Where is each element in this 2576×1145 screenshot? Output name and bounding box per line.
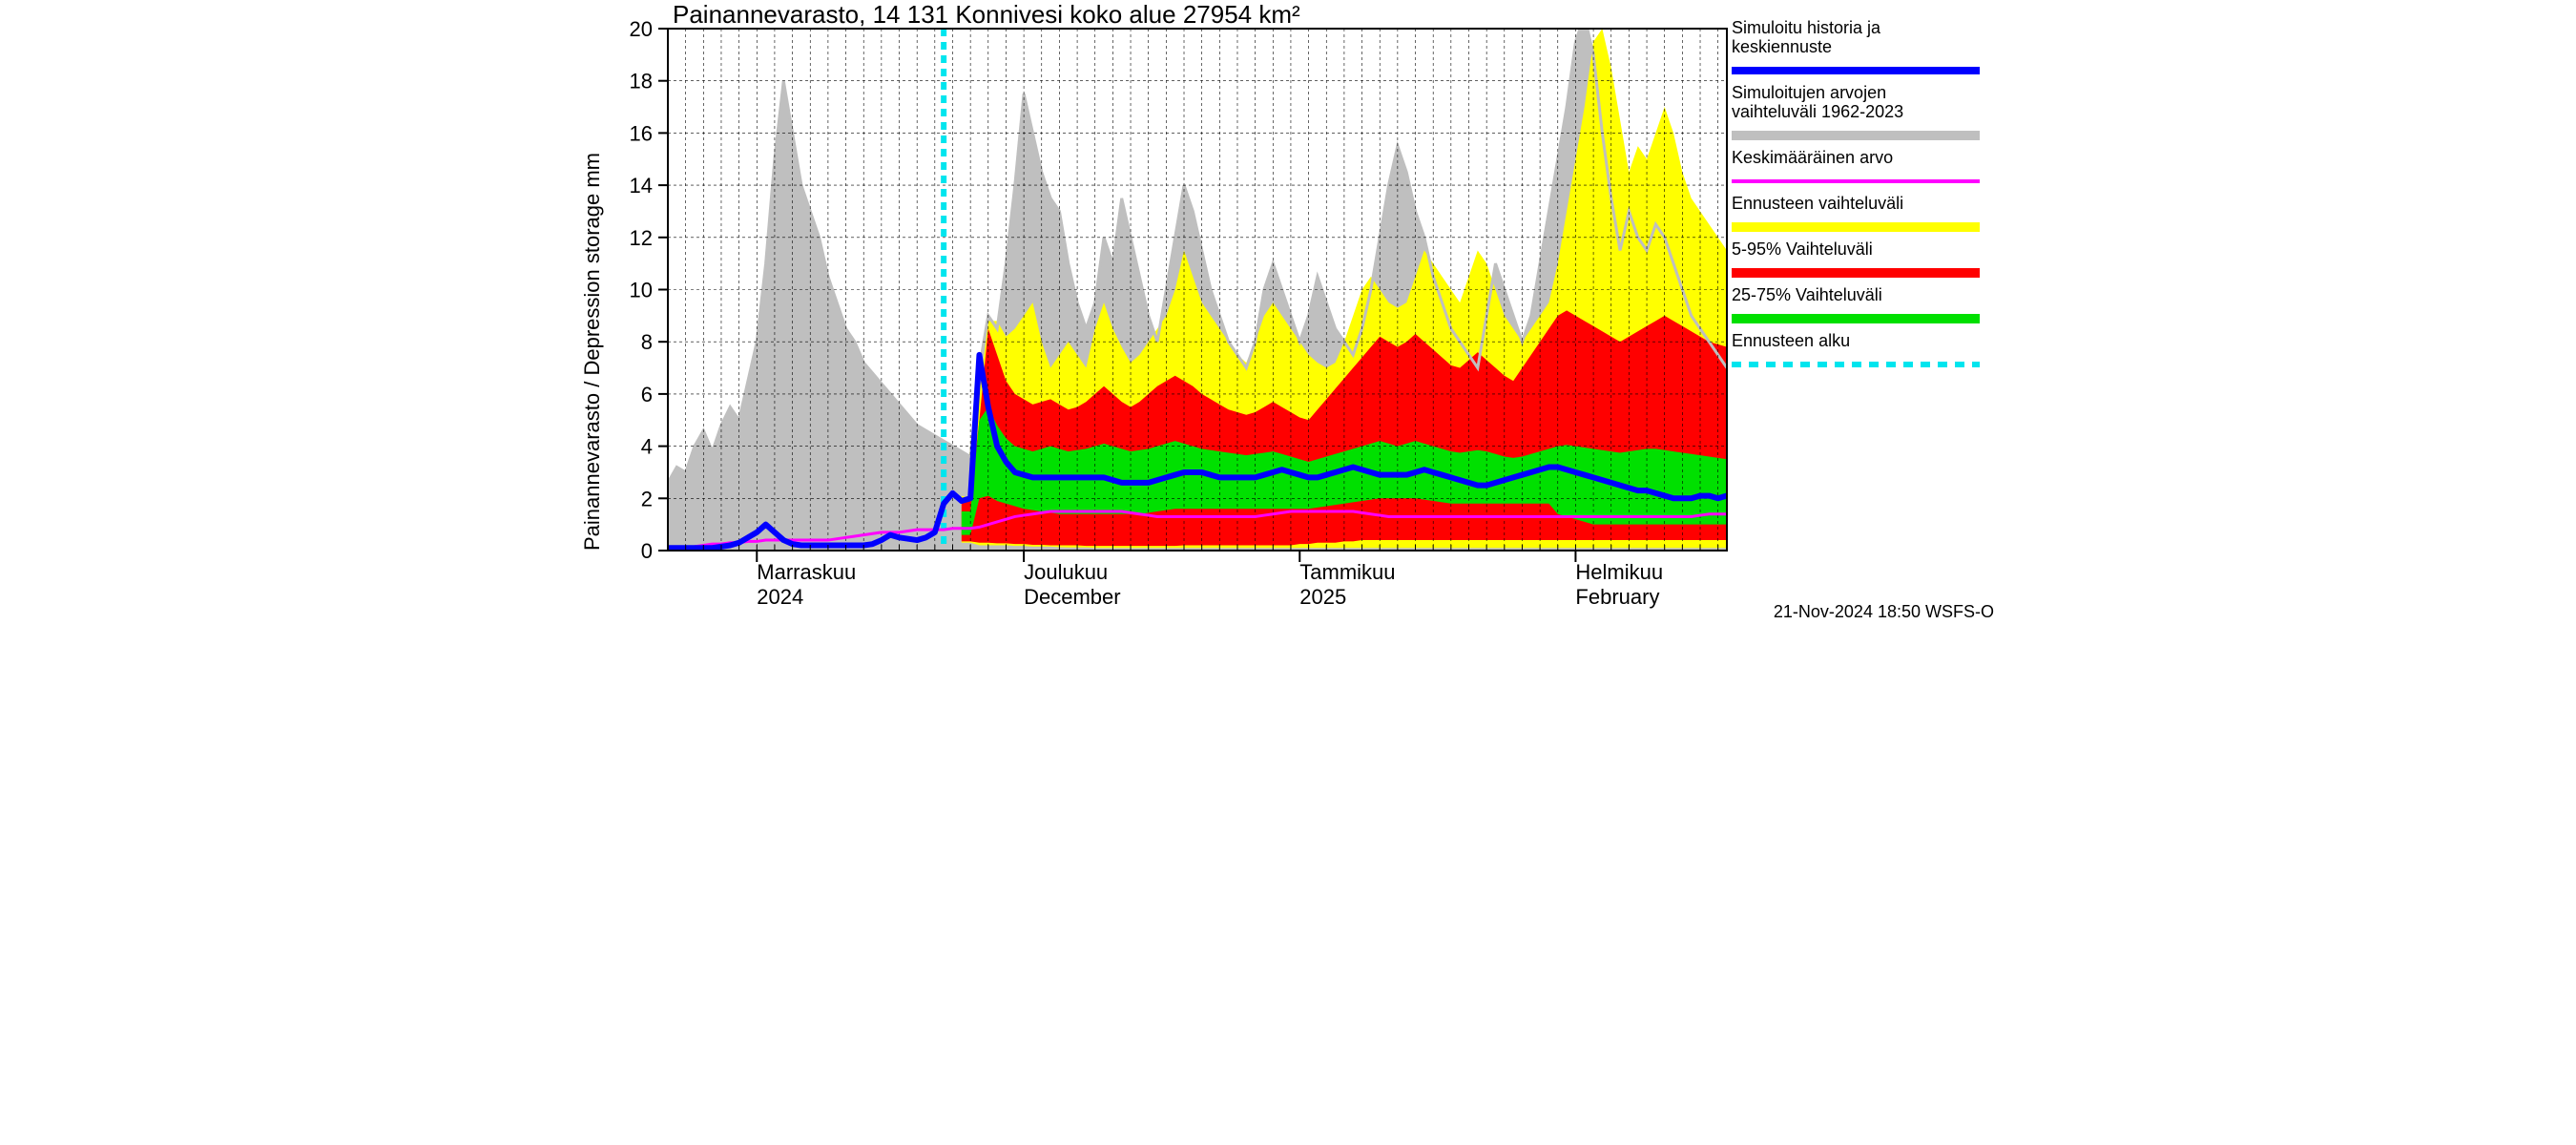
legend-swatch: [1732, 314, 1980, 323]
chart-svg: 0 2 4 6 8 10 12 14 16 18 20 Marraskuu2024 JoulukuuDe…: [572, 0, 2004, 636]
y-tick-label: 6: [641, 383, 653, 406]
y-tick-label: 16: [630, 121, 653, 145]
legend-label: Ennusteen alku: [1732, 331, 1850, 350]
x-month-label-2: 2025: [1299, 585, 1346, 609]
legend-swatch: [1732, 222, 1980, 232]
y-tick-label: 12: [630, 226, 653, 250]
legend-label: 5-95% Vaihteluväli: [1732, 239, 1873, 259]
legend-swatch: [1732, 131, 1980, 140]
y-tick-label: 8: [641, 330, 653, 354]
y-tick-label: 18: [630, 70, 653, 94]
legend-swatch: [1732, 268, 1980, 278]
y-tick-label: 4: [641, 435, 653, 459]
y-tick-label: 0: [641, 539, 653, 563]
y-tick-label: 14: [630, 174, 653, 198]
chart-title: Painannevarasto, 14 131 Konnivesi koko a…: [673, 0, 1300, 29]
y-tick-label: 10: [630, 279, 653, 302]
x-month-label: Joulukuu: [1024, 560, 1108, 584]
x-month-label-2: 2024: [757, 585, 803, 609]
legend-label: vaihteluväli 1962-2023: [1732, 102, 1903, 121]
legend-label: Simuloitujen arvojen: [1732, 83, 1886, 102]
legend-label: 25-75% Vaihteluväli: [1732, 285, 1882, 304]
y-tick-label: 20: [630, 17, 653, 41]
x-month-label: Marraskuu: [757, 560, 856, 584]
legend-label: Ennusteen vaihteluväli: [1732, 194, 1903, 213]
legend-label: keskiennuste: [1732, 37, 1832, 56]
x-month-label: Helmikuu: [1575, 560, 1663, 584]
y-axis-label: Painannevarasto / Depression storage mm: [580, 153, 604, 551]
legend-label: Keskimääräinen arvo: [1732, 148, 1893, 167]
footer-timestamp: 21-Nov-2024 18:50 WSFS-O: [1774, 602, 1994, 621]
legend-label: Simuloitu historia ja: [1732, 18, 1881, 37]
x-month-label: Tammikuu: [1299, 560, 1395, 584]
y-tick-label: 2: [641, 487, 653, 510]
x-month-label-2: December: [1024, 585, 1120, 609]
x-month-label-2: February: [1575, 585, 1659, 609]
depression-storage-chart: 0 2 4 6 8 10 12 14 16 18 20 Marraskuu2024 JoulukuuDe…: [572, 0, 2004, 636]
